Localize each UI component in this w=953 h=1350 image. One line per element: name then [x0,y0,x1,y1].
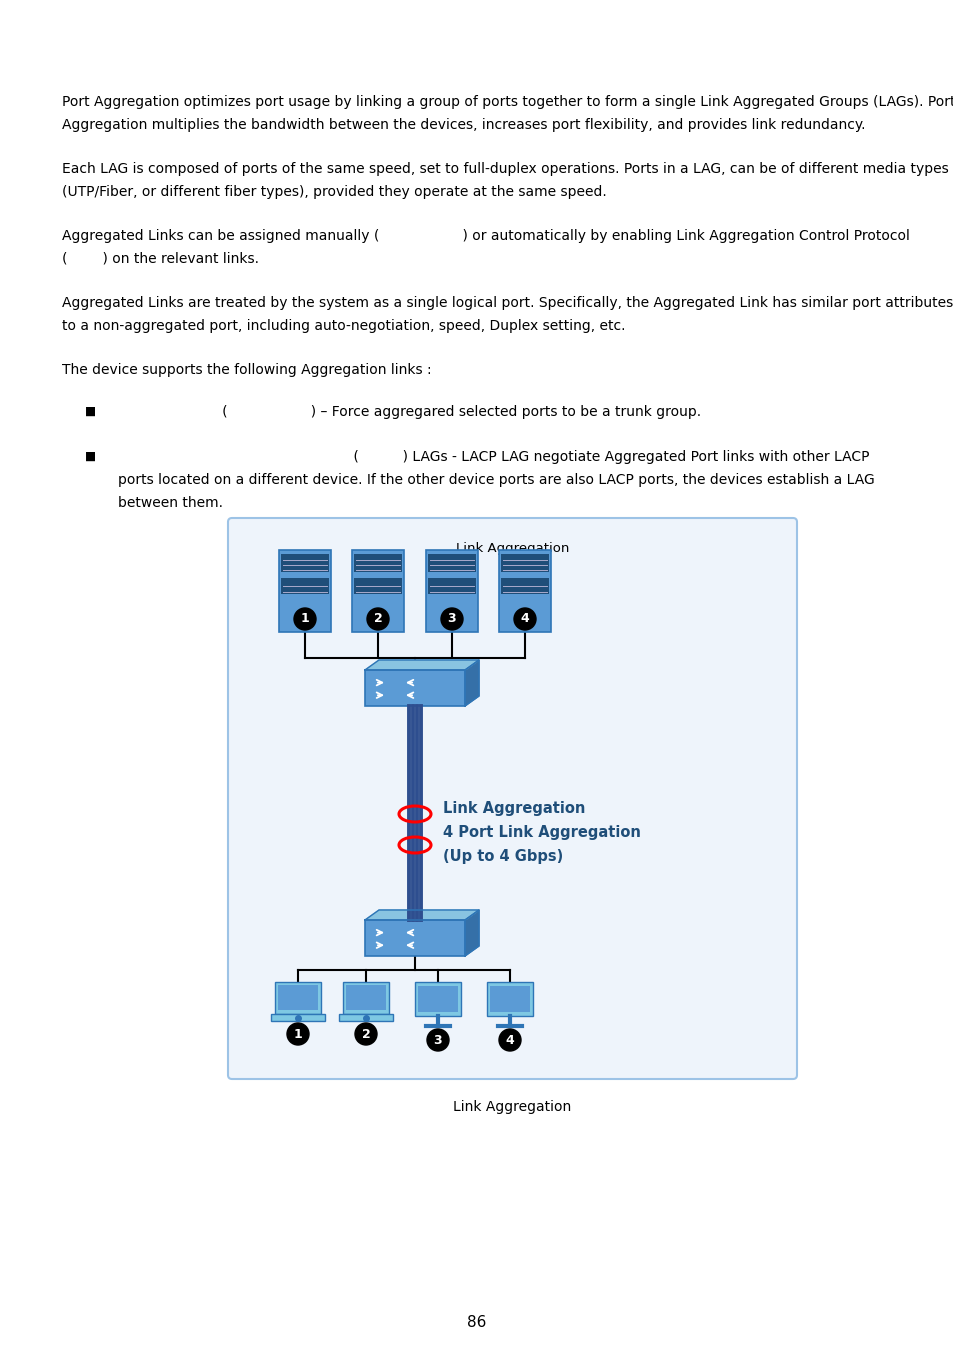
Text: Link Aggregation: Link Aggregation [453,1100,571,1114]
Bar [281,578,329,594]
Text: ■: ■ [85,450,96,463]
Polygon shape [365,660,478,670]
Polygon shape [365,910,478,919]
Text: The device supports the following Aggregation links :: The device supports the following Aggreg… [62,363,431,377]
Text: between them.: between them. [118,495,223,510]
Text: (                   ) – Force aggregared selected ports to be a trunk group.: ( ) – Force aggregared selected ports to… [104,405,700,418]
Bar [346,986,386,1010]
Circle shape [287,1023,309,1045]
Bar [365,670,464,706]
Bar [428,578,476,594]
Text: to a non-aggregated port, including auto-negotiation, speed, Duplex setting, etc: to a non-aggregated port, including auto… [62,319,625,333]
Text: 4 Port Link Aggregation: 4 Port Link Aggregation [442,825,640,841]
Circle shape [427,1029,449,1052]
Text: 2: 2 [374,613,382,625]
Text: 3: 3 [447,613,456,625]
Text: 86: 86 [467,1315,486,1330]
Bar [428,554,476,572]
Text: ports located on a different device. If the other device ports are also LACP por: ports located on a different device. If … [118,472,874,487]
Text: Aggregated Links are treated by the system as a single logical port. Specificall: Aggregated Links are treated by the syst… [62,296,952,310]
Text: 4: 4 [505,1034,514,1046]
Circle shape [355,1023,376,1045]
Text: 2: 2 [361,1027,370,1041]
Text: ■: ■ [85,405,96,418]
Text: Link Aggregation: Link Aggregation [456,541,569,555]
Bar [417,986,457,1012]
Bar [277,986,317,1010]
Text: 3: 3 [434,1034,442,1046]
Text: (UTP/Fiber, or different fiber types), provided they operate at the same speed.: (UTP/Fiber, or different fiber types), p… [62,185,606,198]
Text: Aggregation multiplies the bandwidth between the devices, increases port flexibi: Aggregation multiplies the bandwidth bet… [62,117,864,132]
Polygon shape [464,660,478,706]
Bar [500,578,548,594]
FancyBboxPatch shape [426,549,477,632]
Circle shape [498,1029,520,1052]
Text: (          ) LAGs - LACP LAG negotiate Aggregated Port links with other LACP: ( ) LAGs - LACP LAG negotiate Aggregated… [104,450,868,464]
Bar [343,981,389,1014]
Bar [490,986,530,1012]
Text: Each LAG is composed of ports of the same speed, set to full-duplex operations. : Each LAG is composed of ports of the sam… [62,162,947,176]
Text: Aggregated Links can be assigned manually (                   ) or automatically: Aggregated Links can be assigned manuall… [62,230,909,243]
Bar [274,981,320,1014]
Circle shape [294,608,315,630]
FancyBboxPatch shape [228,518,796,1079]
Text: Port Aggregation optimizes port usage by linking a group of ports together to fo: Port Aggregation optimizes port usage by… [62,95,953,109]
Text: (Up to 4 Gbps): (Up to 4 Gbps) [442,849,562,864]
Bar [365,919,464,956]
Text: 4: 4 [520,613,529,625]
Text: (        ) on the relevant links.: ( ) on the relevant links. [62,252,258,266]
FancyBboxPatch shape [352,549,403,632]
Text: 1: 1 [294,1027,302,1041]
Circle shape [367,608,389,630]
FancyBboxPatch shape [278,549,331,632]
Bar [354,578,401,594]
Text: 1: 1 [300,613,309,625]
Bar [486,981,533,1017]
Text: Link Aggregation: Link Aggregation [442,801,585,815]
Bar [271,1014,325,1021]
Bar [338,1014,393,1021]
Bar [415,981,460,1017]
Bar [500,554,548,572]
Circle shape [440,608,462,630]
Bar [281,554,329,572]
Circle shape [514,608,536,630]
FancyBboxPatch shape [498,549,551,632]
Bar [354,554,401,572]
Polygon shape [464,910,478,956]
